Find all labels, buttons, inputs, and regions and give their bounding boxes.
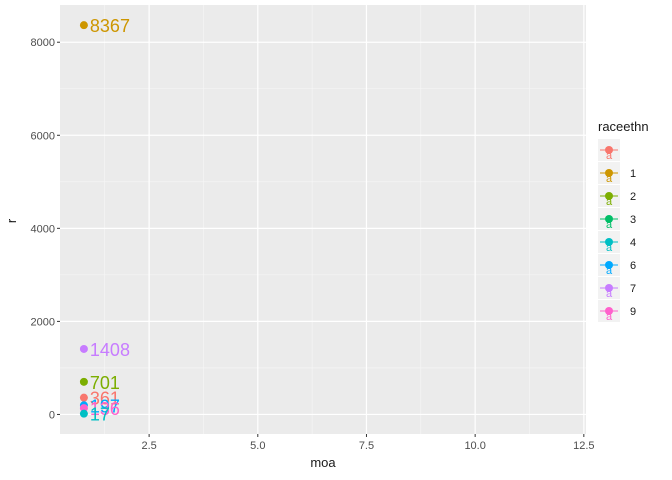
legend-key-glyph: a bbox=[606, 196, 613, 208]
x-tick-label: 2.5 bbox=[141, 440, 156, 452]
data-label: 361 bbox=[90, 389, 120, 409]
legend-label: 9 bbox=[630, 306, 636, 318]
legend-key-point bbox=[605, 146, 613, 154]
legend-label: 7 bbox=[630, 283, 636, 295]
data-point bbox=[79, 404, 88, 413]
legend-key-glyph: a bbox=[606, 242, 613, 254]
legend-key-point bbox=[605, 169, 613, 177]
legend-label: 1 bbox=[630, 168, 636, 180]
data-label: 1408 bbox=[90, 340, 130, 360]
legend-key-point bbox=[605, 215, 613, 223]
data-label: 17 bbox=[90, 405, 110, 425]
data-label: 197 bbox=[90, 396, 120, 416]
legend-key-point bbox=[605, 192, 613, 200]
data-point bbox=[79, 344, 88, 353]
data-point bbox=[79, 393, 88, 402]
legend-label: 2 bbox=[630, 191, 636, 203]
legend-key-glyph: a bbox=[606, 173, 613, 185]
legend-key-point bbox=[605, 307, 613, 315]
x-tick-label: 7.5 bbox=[359, 440, 374, 452]
y-tick-label: 8000 bbox=[31, 37, 55, 49]
x-axis-ticks: 2.5 5.0 7.5 10.0 12.5 bbox=[141, 434, 595, 452]
data-label: 701 bbox=[90, 373, 120, 393]
data-label: 136 bbox=[90, 399, 120, 419]
data-point bbox=[79, 21, 88, 30]
legend-title: raceethn bbox=[598, 119, 649, 134]
y-axis-title: r bbox=[4, 218, 19, 223]
legend-key-point bbox=[605, 261, 613, 269]
legend-key-glyph: a bbox=[606, 150, 613, 162]
legend-label: 3 bbox=[630, 214, 636, 226]
y-tick-label: 4000 bbox=[31, 223, 55, 235]
legend-label: 4 bbox=[630, 237, 636, 249]
legend-key-glyph: a bbox=[606, 219, 613, 231]
grid-minor bbox=[60, 5, 586, 434]
x-tick-label: 10.0 bbox=[464, 440, 485, 452]
legend-key-point bbox=[605, 284, 613, 292]
y-tick-label: 2000 bbox=[31, 316, 55, 328]
x-tick-label: 12.5 bbox=[573, 440, 594, 452]
y-tick-label: 6000 bbox=[31, 130, 55, 142]
data-point bbox=[79, 409, 88, 418]
legend-key-glyph: a bbox=[606, 288, 613, 300]
x-tick-label: 5.0 bbox=[250, 440, 265, 452]
legend-label: 6 bbox=[630, 260, 636, 272]
legend-key-glyph: a bbox=[606, 311, 613, 323]
x-axis-title: moa bbox=[310, 455, 336, 470]
legend-key-point bbox=[605, 238, 613, 246]
legend-key-glyph: a bbox=[606, 265, 613, 277]
y-axis-ticks: 0 2000 4000 6000 8000 bbox=[31, 37, 60, 421]
plot-panel bbox=[60, 5, 586, 434]
data-points bbox=[79, 21, 88, 418]
data-point bbox=[79, 377, 88, 386]
y-tick-label: 0 bbox=[49, 409, 55, 421]
grid-major bbox=[60, 5, 586, 434]
data-label: 8367 bbox=[90, 16, 130, 36]
